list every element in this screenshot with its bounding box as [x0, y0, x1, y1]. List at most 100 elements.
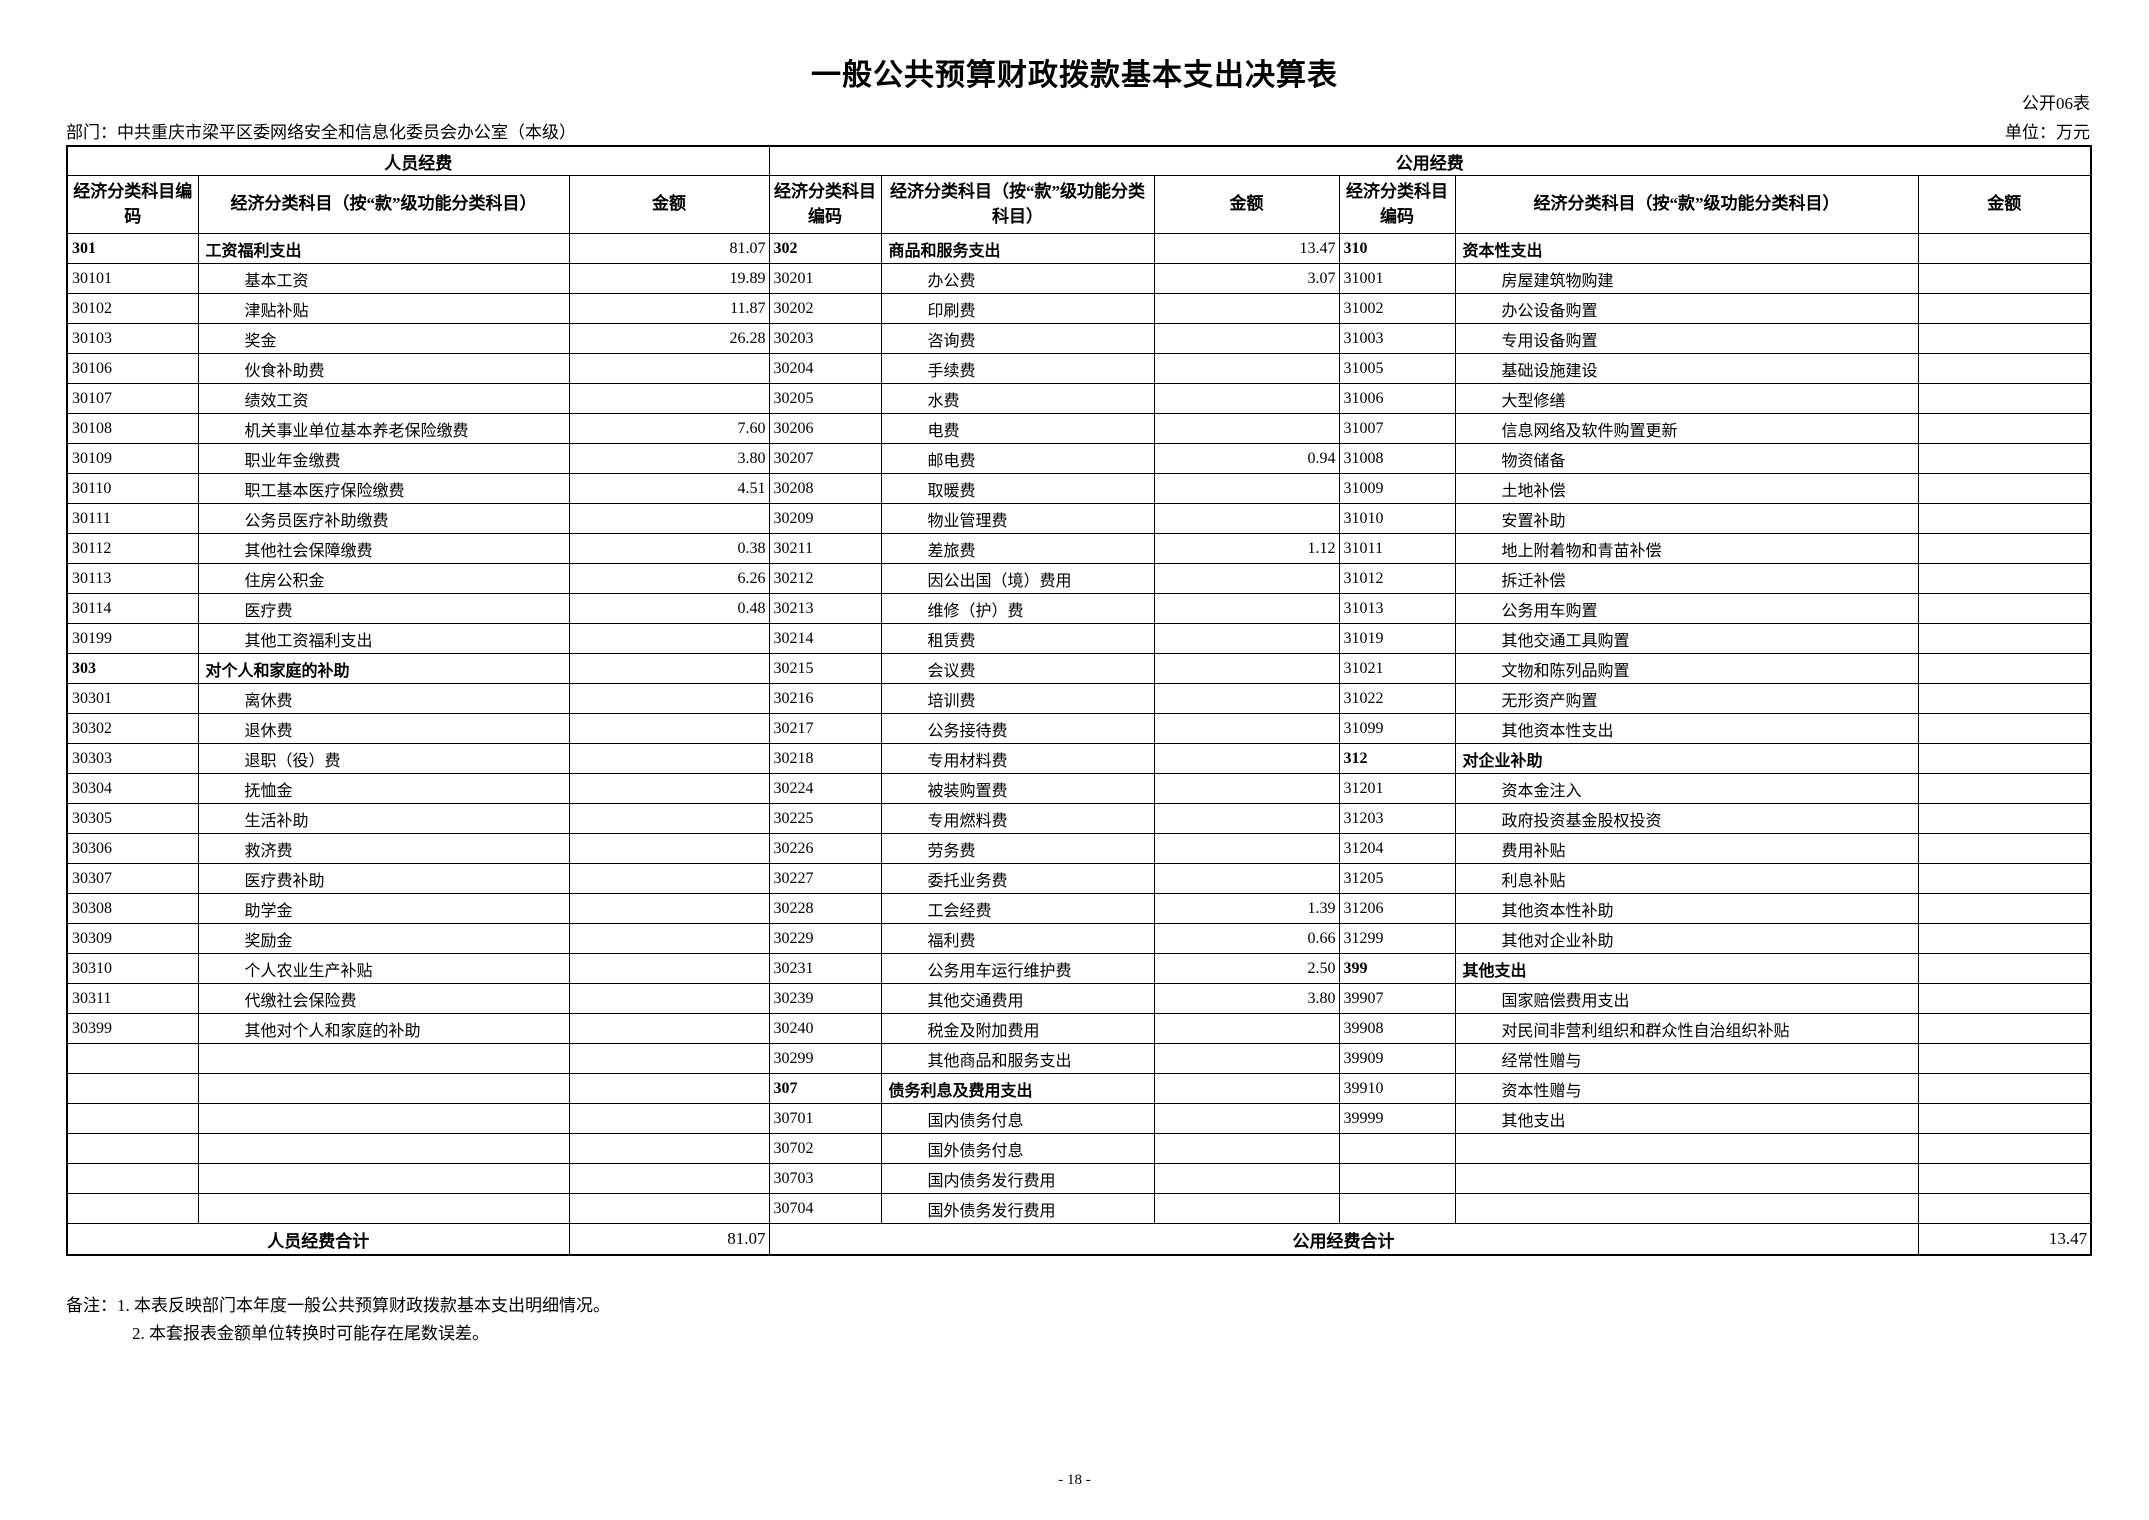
amount-cell: 3.80 [568, 443, 770, 474]
econ-code-cell: 31022 [1338, 683, 1456, 714]
amount-cell [568, 1193, 770, 1224]
econ-code-cell: 30311 [66, 983, 199, 1014]
econ-subject-cell: 医疗费补助 [197, 863, 570, 894]
econ-subject-cell: 委托业务费 [880, 863, 1155, 894]
econ-subject-cell: 文物和陈列品购置 [1454, 653, 1919, 684]
amount-cell: 0.66 [1153, 923, 1340, 954]
econ-code-cell [1338, 1163, 1456, 1194]
econ-subject-cell: 公务用车运行维护费 [880, 953, 1155, 984]
table-row: 30101 基本工资 19.89 30201 办公费 3.07 31001 房屋建筑物购建 [66, 263, 2092, 294]
amount-cell [1917, 803, 2092, 834]
notes: 备注：1. 本表反映部门本年度一般公共预算财政拨款基本支出明细情况。 2. 本套… [66, 1292, 610, 1347]
econ-subject-cell: 被装购置费 [880, 773, 1155, 804]
amount-cell [1917, 533, 2092, 564]
econ-code-cell: 31203 [1338, 803, 1456, 834]
econ-subject-cell: 地上附着物和青苗补偿 [1454, 533, 1919, 564]
amount-cell [1153, 593, 1340, 624]
econ-subject-cell: 其他社会保障缴费 [197, 533, 570, 564]
econ-code-cell: 31099 [1338, 713, 1456, 744]
personnel-total-label: 人员经费合计 [66, 1223, 570, 1256]
econ-subject-cell: 取暖费 [880, 473, 1155, 504]
econ-code-cell: 30201 [768, 263, 882, 294]
econ-subject-cell: 救济费 [197, 833, 570, 864]
table-row: 30310 个人农业生产补贴 30231 公务用车运行维护费 2.50 399 其他支出 [66, 953, 2092, 984]
econ-code-cell [66, 1043, 199, 1074]
econ-subject-cell [197, 1163, 570, 1194]
column-header-amount: 金额 [1917, 175, 2092, 234]
table-row: 30304 抚恤金 30224 被装购置费 31201 资本金注入 [66, 773, 2092, 804]
econ-subject-cell: 费用补贴 [1454, 833, 1919, 864]
econ-subject-cell: 个人农业生产补贴 [197, 953, 570, 984]
amount-cell [1917, 953, 2092, 984]
econ-code-cell: 31005 [1338, 353, 1456, 384]
amount-cell [568, 683, 770, 714]
group-header-personnel: 人员经费 [66, 145, 770, 176]
econ-subject-cell: 绩效工资 [197, 383, 570, 414]
amount-cell [1153, 773, 1340, 804]
econ-code-cell: 30203 [768, 323, 882, 354]
column-header-amount: 金额 [1153, 175, 1340, 234]
econ-code-cell: 310 [1338, 233, 1456, 264]
amount-cell [1153, 563, 1340, 594]
econ-subject-cell: 职工基本医疗保险缴费 [197, 473, 570, 504]
amount-cell [1153, 473, 1340, 504]
econ-subject-cell: 专用燃料费 [880, 803, 1155, 834]
amount-cell [1153, 1103, 1340, 1134]
econ-subject-cell: 工会经费 [880, 893, 1155, 924]
table-row: 307 债务利息及费用支出 39910 资本性赠与 [66, 1073, 2092, 1104]
econ-code-cell [66, 1073, 199, 1104]
amount-cell [568, 1103, 770, 1134]
econ-subject-cell: 国内债务付息 [880, 1103, 1155, 1134]
econ-subject-cell: 物业管理费 [880, 503, 1155, 534]
amount-cell [568, 1073, 770, 1104]
econ-subject-cell: 对民间非营利组织和群众性自治组织补贴 [1454, 1013, 1919, 1044]
econ-subject-cell [1454, 1193, 1919, 1224]
econ-code-cell: 31204 [1338, 833, 1456, 864]
econ-subject-cell: 福利费 [880, 923, 1155, 954]
econ-code-cell: 30225 [768, 803, 882, 834]
amount-cell [568, 383, 770, 414]
amount-cell [568, 1163, 770, 1194]
econ-code-cell: 30305 [66, 803, 199, 834]
econ-code-cell: 30216 [768, 683, 882, 714]
amount-cell [1917, 1193, 2092, 1224]
table-row: 303 对个人和家庭的补助 30215 会议费 31021 文物和陈列品购置 [66, 653, 2092, 684]
econ-subject-cell [197, 1073, 570, 1104]
table-row: 30299 其他商品和服务支出 39909 经常性赠与 [66, 1043, 2092, 1074]
amount-cell [1917, 863, 2092, 894]
econ-code-cell: 30208 [768, 473, 882, 504]
amount-cell: 19.89 [568, 263, 770, 294]
amount-cell [568, 773, 770, 804]
econ-subject-cell: 租赁费 [880, 623, 1155, 654]
econ-code-cell: 30240 [768, 1013, 882, 1044]
econ-subject-cell: 基本工资 [197, 263, 570, 294]
econ-code-cell [1338, 1193, 1456, 1224]
econ-code-cell: 31003 [1338, 323, 1456, 354]
amount-cell [1917, 893, 2092, 924]
amount-cell [1153, 1043, 1340, 1074]
econ-subject-cell: 其他工资福利支出 [197, 623, 570, 654]
note-line-1: 备注：1. 本表反映部门本年度一般公共预算财政拨款基本支出明细情况。 [66, 1292, 610, 1320]
econ-code-cell: 30107 [66, 383, 199, 414]
econ-code-cell: 302 [768, 233, 882, 264]
econ-subject-cell: 商品和服务支出 [880, 233, 1155, 264]
amount-cell [1917, 473, 2092, 504]
table-body: 301 工资福利支出 81.07 302 商品和服务支出 13.47 310 资本性支出 301… [66, 233, 2092, 1224]
amount-cell [568, 353, 770, 384]
econ-subject-cell: 土地补偿 [1454, 473, 1919, 504]
amount-cell [1917, 593, 2092, 624]
econ-code-cell: 30239 [768, 983, 882, 1014]
table-row: 30702 国外债务付息 [66, 1133, 2092, 1164]
amount-cell [1917, 263, 2092, 294]
econ-code-cell: 30701 [768, 1103, 882, 1134]
amount-cell: 1.12 [1153, 533, 1340, 564]
table-row: 30107 绩效工资 30205 水费 31006 大型修缮 [66, 383, 2092, 414]
amount-cell [568, 713, 770, 744]
econ-subject-cell [1454, 1133, 1919, 1164]
table-row: 30703 国内债务发行费用 [66, 1163, 2092, 1194]
table-row: 30102 津贴补贴 11.87 30202 印刷费 31002 办公设备购置 [66, 293, 2092, 324]
econ-subject-cell: 咨询费 [880, 323, 1155, 354]
totals-row: 人员经费合计 81.07 公用经费合计 13.47 [66, 1223, 2092, 1256]
econ-subject-cell: 抚恤金 [197, 773, 570, 804]
econ-subject-cell: 其他支出 [1454, 953, 1919, 984]
